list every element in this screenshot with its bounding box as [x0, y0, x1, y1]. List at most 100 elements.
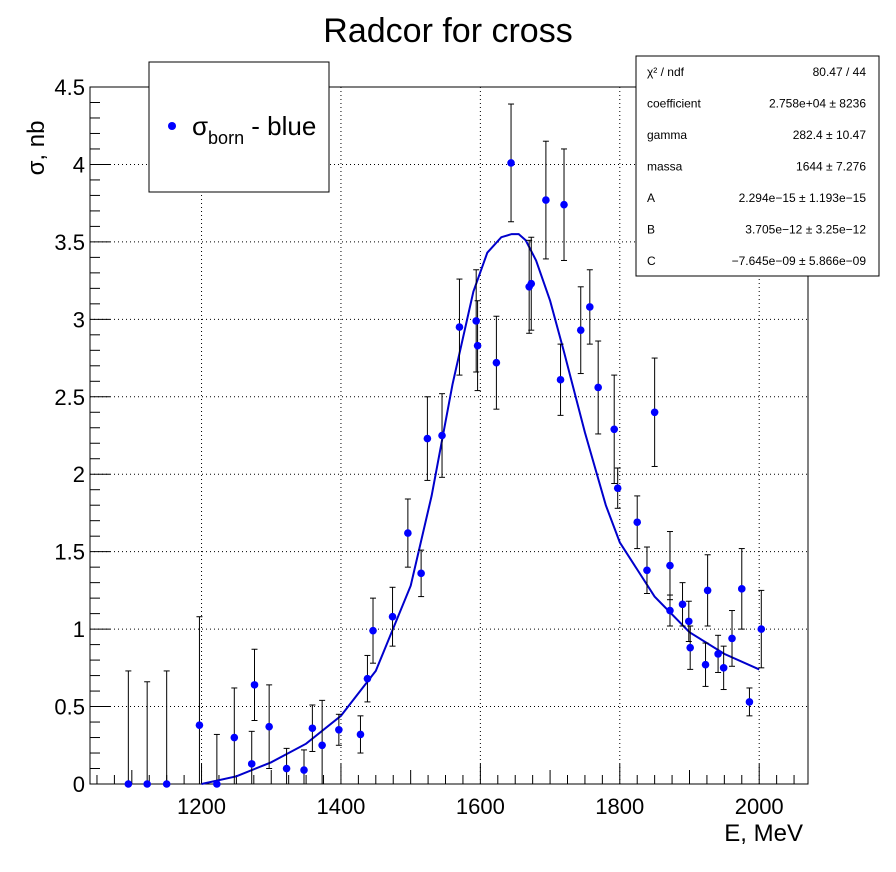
data-point	[586, 303, 594, 311]
stats-value: −7.645e−09 ± 5.866e−09	[732, 254, 867, 268]
data-point	[594, 383, 602, 392]
chart-title: Radcor for cross	[323, 12, 572, 50]
y-tick-label: 2.5	[54, 385, 85, 410]
data-point	[686, 643, 694, 652]
y-tick-label: 2	[73, 462, 85, 487]
data-point	[576, 326, 585, 334]
y-tick-label: 3.5	[54, 230, 85, 255]
data-point	[404, 529, 412, 537]
data-point	[423, 434, 432, 443]
y-tick-label: 1	[73, 617, 85, 642]
legend: σborn - blue	[148, 61, 330, 193]
legend-label: σborn - blue	[192, 111, 316, 148]
data-point	[300, 766, 308, 774]
y-tick-label: 0.5	[54, 695, 85, 720]
data-point	[363, 674, 372, 683]
data-point	[473, 341, 482, 350]
y-tick-label: 3	[73, 307, 85, 332]
data-point	[195, 721, 204, 729]
x-tick-label: 1200	[177, 794, 226, 819]
legend-box	[148, 61, 330, 193]
stats-box: χ² / ndf 80.47 / 44 coefficient 2.758e+04 ±…	[635, 55, 880, 277]
data-point	[143, 780, 151, 788]
error-bars	[125, 103, 765, 784]
axis-ticks	[90, 86, 795, 785]
data-point	[417, 569, 425, 578]
data-point	[455, 323, 464, 331]
data-point	[162, 780, 171, 788]
y-axis-label: σ, nb	[23, 121, 50, 176]
legend-subscript: born	[208, 128, 244, 148]
tick-labels: 1200 1400 1600 1800 2000 0 0.5 1 1.5 2 2.5 3 3.5 4 4.5	[54, 75, 783, 819]
stats-box-frame	[635, 55, 880, 277]
x-axis-label: E, MeV	[724, 820, 803, 847]
fit-curve	[201, 233, 760, 785]
legend-suffix: - blue	[244, 111, 316, 141]
y-tick-label: 1.5	[54, 540, 85, 565]
stats-label: massa	[647, 160, 683, 174]
x-tick-label: 2000	[735, 794, 784, 819]
stats-label: coefficient	[647, 97, 701, 111]
x-tick-label: 1400	[316, 794, 365, 819]
stats-label: χ² / ndf	[647, 65, 685, 79]
data-point	[703, 586, 712, 595]
data-point	[643, 566, 651, 575]
stats-value: 3.705e−12 ± 3.25e−12	[745, 223, 866, 237]
y-tick-label: 4	[73, 152, 85, 177]
data-point	[666, 561, 674, 570]
data-point	[757, 625, 766, 633]
stats-value: 2.758e+04 ± 8236	[769, 97, 866, 111]
data-point	[556, 375, 565, 384]
stats-rows: χ² / ndf 80.47 / 44 coefficient 2.758e+04 ±…	[647, 65, 866, 268]
x-tick-label: 1600	[456, 794, 505, 819]
data-point	[610, 425, 619, 434]
data-point	[213, 780, 221, 788]
data-point	[613, 484, 622, 492]
data-point	[356, 730, 365, 739]
y-tick-label: 4.5	[54, 75, 85, 100]
data-point	[728, 634, 736, 643]
stats-value: 1644 ± 7.276	[796, 160, 866, 174]
stats-value: 282.4 ± 10.47	[793, 128, 867, 142]
legend-marker	[168, 122, 176, 130]
data-point	[438, 431, 446, 440]
data-point	[335, 725, 343, 734]
data-point	[714, 650, 722, 658]
stats-value: 80.47 / 44	[813, 65, 867, 79]
y-tick-label: 0	[73, 772, 85, 797]
data-point	[678, 600, 687, 609]
data-point	[250, 681, 259, 689]
data-point	[745, 698, 754, 706]
legend-symbol: σ	[192, 111, 208, 141]
data-point	[650, 408, 659, 417]
data-point	[701, 660, 710, 669]
stats-label: A	[647, 191, 655, 205]
stats-value: 2.294e−15 ± 1.193e−15	[739, 191, 867, 205]
plot-frame	[89, 86, 809, 785]
data-point	[737, 585, 746, 593]
fit-line	[201, 233, 760, 785]
data-point	[282, 764, 291, 773]
data-point	[388, 612, 397, 621]
stats-label: gamma	[647, 128, 687, 142]
data-point	[472, 317, 480, 325]
data-point	[542, 196, 550, 204]
data-points	[124, 159, 766, 788]
data-point	[230, 733, 239, 742]
data-point	[265, 722, 273, 731]
data-point	[247, 760, 256, 768]
data-point	[124, 780, 133, 788]
data-point	[684, 617, 693, 626]
data-point	[527, 279, 536, 288]
data-point	[560, 200, 568, 209]
data-point	[666, 606, 674, 615]
data-point	[719, 664, 728, 672]
data-point	[369, 626, 377, 635]
data-point	[308, 724, 317, 733]
stats-label: B	[647, 223, 655, 237]
x-tick-label: 1800	[595, 794, 644, 819]
data-point	[507, 159, 515, 167]
stats-label: C	[647, 254, 656, 268]
data-point	[318, 741, 326, 750]
